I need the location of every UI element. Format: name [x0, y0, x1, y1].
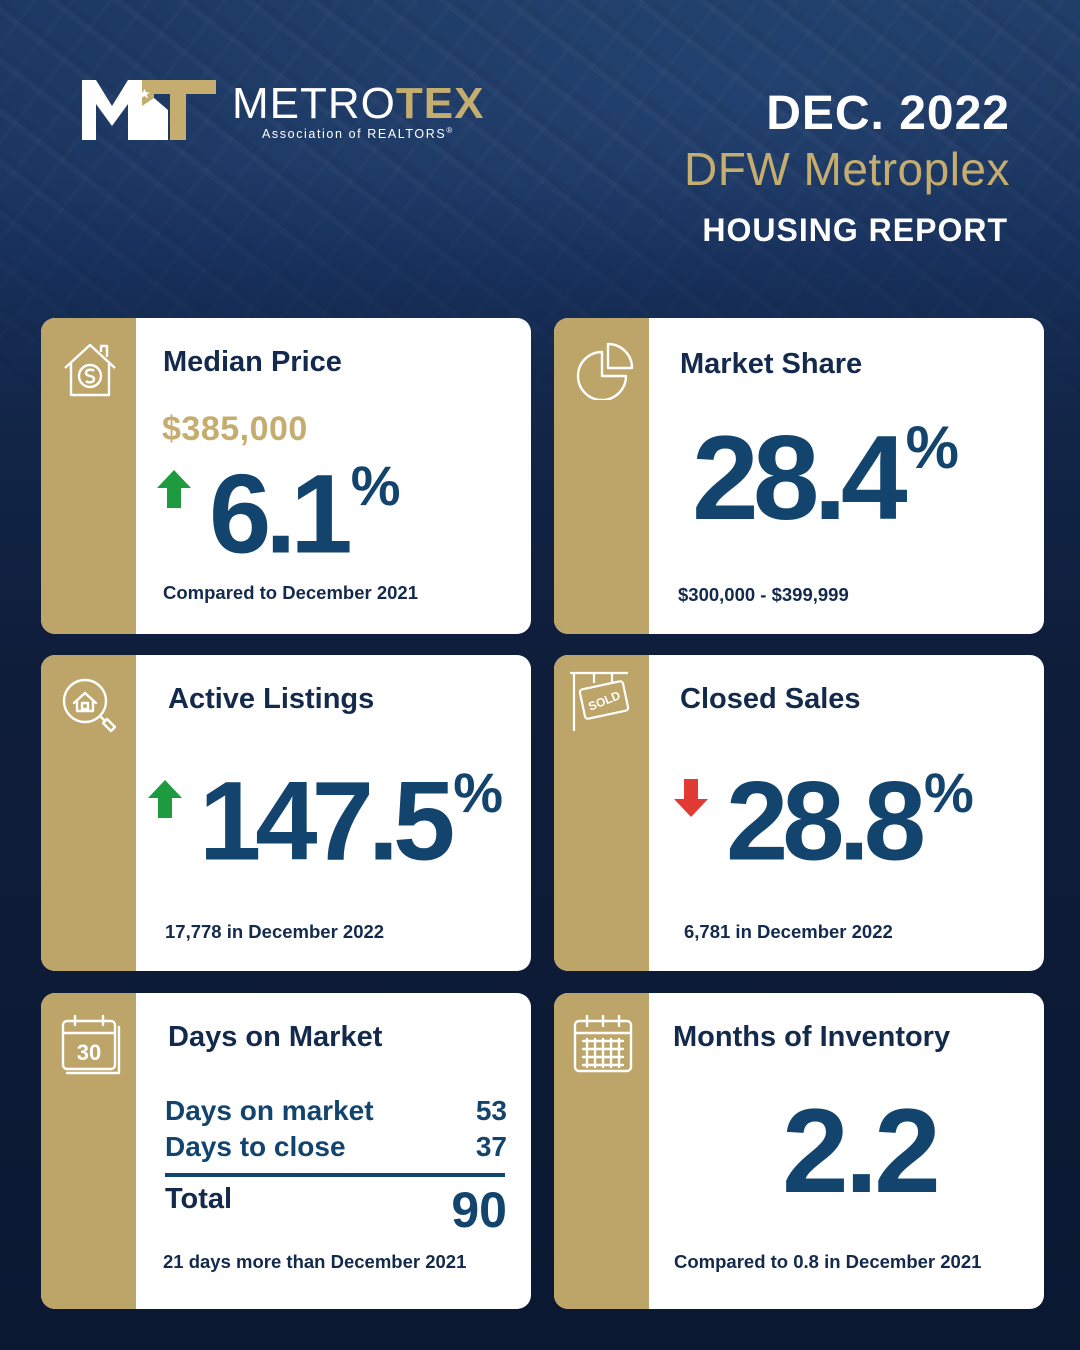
card-title: Months of Inventory	[673, 1021, 951, 1053]
card-title: Closed Sales	[680, 683, 861, 715]
median-price-value: $385,000	[162, 410, 308, 448]
arrow-up-icon	[157, 470, 191, 508]
days-on-market-card: 30 Days on Market Days on market 53 Days…	[41, 993, 531, 1309]
svg-text:SOLD: SOLD	[586, 688, 622, 714]
sold-sign-icon: SOLD	[570, 671, 630, 731]
active-listings-change: 147.5%	[199, 758, 503, 884]
active-listings-card: Active Listings 147.5% 17,778 in Decembe…	[41, 655, 531, 971]
card-title: Days on Market	[168, 1021, 383, 1053]
metrotex-logo-mark	[82, 80, 216, 140]
market-share-value: 28.4%	[692, 411, 959, 545]
row-label: Days to close	[165, 1131, 346, 1162]
card-note: Compared to December 2021	[163, 582, 418, 603]
card-title: Active Listings	[168, 683, 375, 715]
median-price-change: 6.1%	[209, 451, 400, 577]
card-note: 17,778 in December 2022	[165, 921, 385, 942]
total-value: 90	[451, 1182, 507, 1238]
house-search-icon	[62, 678, 117, 733]
card-note: 6,781 in December 2022	[684, 921, 893, 942]
row-label: Days on market	[165, 1095, 374, 1126]
calendar-30-icon: 30	[61, 1014, 121, 1075]
calendar-grid-icon	[573, 1014, 633, 1073]
svg-text:30: 30	[77, 1040, 101, 1065]
report-date: DEC. 2022	[766, 87, 1010, 140]
arrow-down-icon	[674, 779, 708, 817]
total-divider	[165, 1173, 505, 1177]
row-value: 37	[475, 1131, 507, 1162]
report-region: DFW Metroplex	[684, 143, 1010, 195]
card-note: $300,000 - $399,999	[678, 584, 849, 605]
card-accent-strip	[554, 993, 649, 1309]
closed-sales-card: SOLD Closed Sales 28.8% 6,781 in Decembe…	[554, 655, 1044, 971]
median-price-card: Median Price $385,000 6.1% Compared to D…	[41, 318, 531, 634]
months-of-inventory-value: 2.2	[782, 1084, 941, 1218]
house-dollar-icon	[64, 343, 116, 397]
months-of-inventory-card: Months of Inventory 2.2 Compared to 0.8 …	[554, 993, 1044, 1309]
card-title: Median Price	[163, 346, 342, 378]
card-note: Compared to 0.8 in December 2021	[674, 1251, 982, 1272]
report-title: HOUSING REPORT	[702, 212, 1008, 248]
pie-chart-icon	[576, 342, 634, 400]
closed-sales-change: 28.8%	[726, 758, 974, 884]
card-title: Market Share	[680, 348, 863, 380]
row-value: 53	[475, 1095, 507, 1126]
brand-name: METROTEX	[232, 79, 485, 128]
card-note: 21 days more than December 2021	[163, 1251, 467, 1272]
market-share-card: Market Share 28.4% $300,000 - $399,999	[554, 318, 1044, 634]
total-label: Total	[165, 1183, 233, 1215]
card-accent-strip	[554, 655, 649, 971]
metrotex-logo: METROTEX Association of REALTORS®	[82, 76, 512, 142]
arrow-up-icon	[148, 780, 182, 818]
brand-subtitle: Association of REALTORS®	[262, 126, 454, 142]
